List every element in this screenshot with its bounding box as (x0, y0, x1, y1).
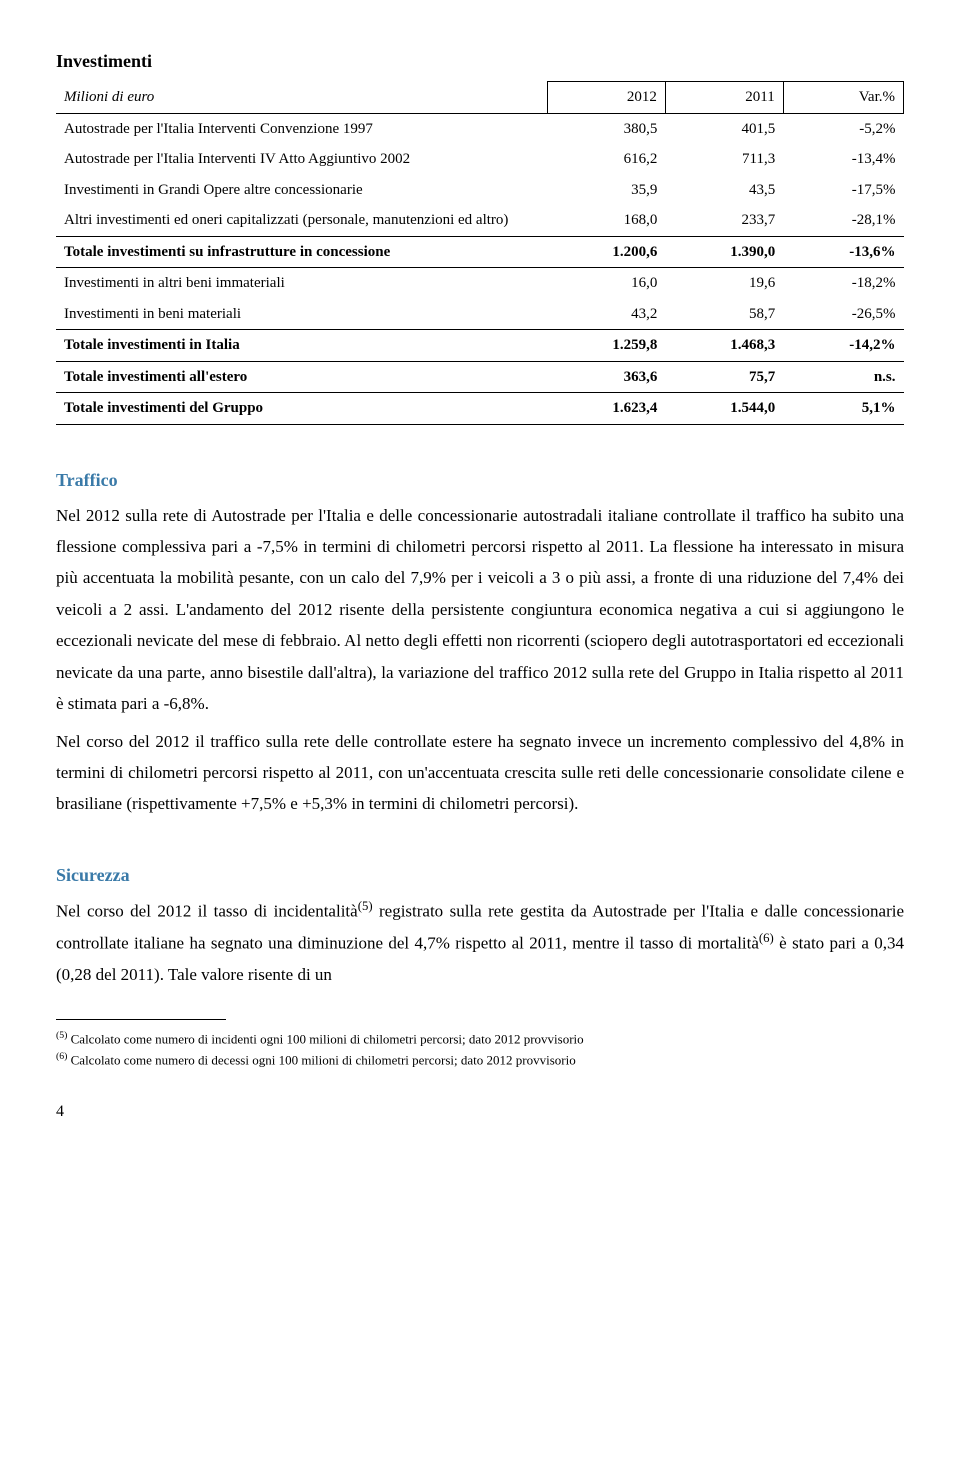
footnote-text: Calcolato come numero di incidenti ogni … (67, 1031, 583, 1046)
col-2011: 2011 (665, 82, 783, 114)
cell: 1.390,0 (665, 236, 783, 268)
row-label: Investimenti in beni materiali (56, 299, 548, 330)
subtotal-label: Totale investimenti su infrastrutture in… (56, 236, 548, 268)
cell: 35,9 (548, 175, 666, 206)
footnote-separator (56, 1019, 226, 1020)
section-heading-sicurezza: Sicurezza (56, 862, 904, 889)
cell: 58,7 (665, 299, 783, 330)
row-label: Investimenti in Grandi Opere altre conce… (56, 175, 548, 206)
cell: 363,6 (548, 361, 666, 393)
cell: 43,5 (665, 175, 783, 206)
paragraph: Nel corso del 2012 il traffico sulla ret… (56, 726, 904, 820)
cell: -17,5% (783, 175, 903, 206)
total-label: Totale investimenti del Gruppo (56, 393, 548, 425)
cell: 75,7 (665, 361, 783, 393)
footnotes-block: (5) Calcolato come numero di incidenti o… (56, 1028, 904, 1071)
cell: 380,5 (548, 113, 666, 144)
cell: 19,6 (665, 268, 783, 299)
section-heading-traffico: Traffico (56, 467, 904, 494)
col-2012: 2012 (548, 82, 666, 114)
page-number: 4 (56, 1100, 904, 1124)
row-label: Autostrade per l'Italia Interventi IV At… (56, 144, 548, 175)
cell: -14,2% (783, 330, 903, 362)
cell: 1.259,8 (548, 330, 666, 362)
footnote-6: (6) Calcolato come numero di decessi ogn… (56, 1049, 904, 1070)
subtotal-label: Totale investimenti all'estero (56, 361, 548, 393)
cell: 1.468,3 (665, 330, 783, 362)
text-run: Nel corso del 2012 il tasso di incidenta… (56, 902, 358, 921)
cell: 5,1% (783, 393, 903, 425)
cell: 16,0 (548, 268, 666, 299)
cell: n.s. (783, 361, 903, 393)
paragraph: Nel corso del 2012 il tasso di incidenta… (56, 895, 904, 991)
cell: -5,2% (783, 113, 903, 144)
cell: -13,4% (783, 144, 903, 175)
subtotal-label: Totale investimenti in Italia (56, 330, 548, 362)
cell: -13,6% (783, 236, 903, 268)
cell: 711,3 (665, 144, 783, 175)
cell: 1.623,4 (548, 393, 666, 425)
table-subtitle: Milioni di euro (64, 89, 154, 105)
investment-table: Milioni di euro 2012 2011 Var.% Autostra… (56, 81, 904, 425)
footnote-num: (6) (56, 1051, 67, 1062)
row-label: Autostrade per l'Italia Interventi Conve… (56, 113, 548, 144)
footnote-text: Calcolato come numero di decessi ogni 10… (67, 1052, 575, 1067)
cell: -18,2% (783, 268, 903, 299)
cell: 168,0 (548, 205, 666, 236)
footnote-num: (5) (56, 1030, 67, 1041)
cell: 616,2 (548, 144, 666, 175)
cell: -26,5% (783, 299, 903, 330)
cell: 43,2 (548, 299, 666, 330)
cell: 401,5 (665, 113, 783, 144)
col-var: Var.% (783, 82, 903, 114)
footnote-ref-5: (5) (358, 899, 373, 913)
row-label: Investimenti in altri beni immateriali (56, 268, 548, 299)
footnote-5: (5) Calcolato come numero di incidenti o… (56, 1028, 904, 1049)
footnote-ref-6: (6) (759, 931, 774, 945)
row-label: Altri investimenti ed oneri capitalizzat… (56, 205, 548, 236)
cell: 1.200,6 (548, 236, 666, 268)
cell: 233,7 (665, 205, 783, 236)
cell: 1.544,0 (665, 393, 783, 425)
cell: -28,1% (783, 205, 903, 236)
paragraph: Nel 2012 sulla rete di Autostrade per l'… (56, 500, 904, 720)
table-title: Investimenti (56, 48, 904, 75)
